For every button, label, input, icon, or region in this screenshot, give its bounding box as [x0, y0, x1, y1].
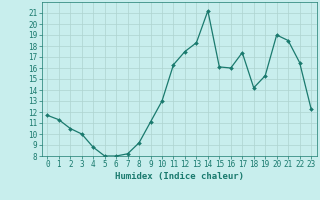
X-axis label: Humidex (Indice chaleur): Humidex (Indice chaleur) [115, 172, 244, 181]
